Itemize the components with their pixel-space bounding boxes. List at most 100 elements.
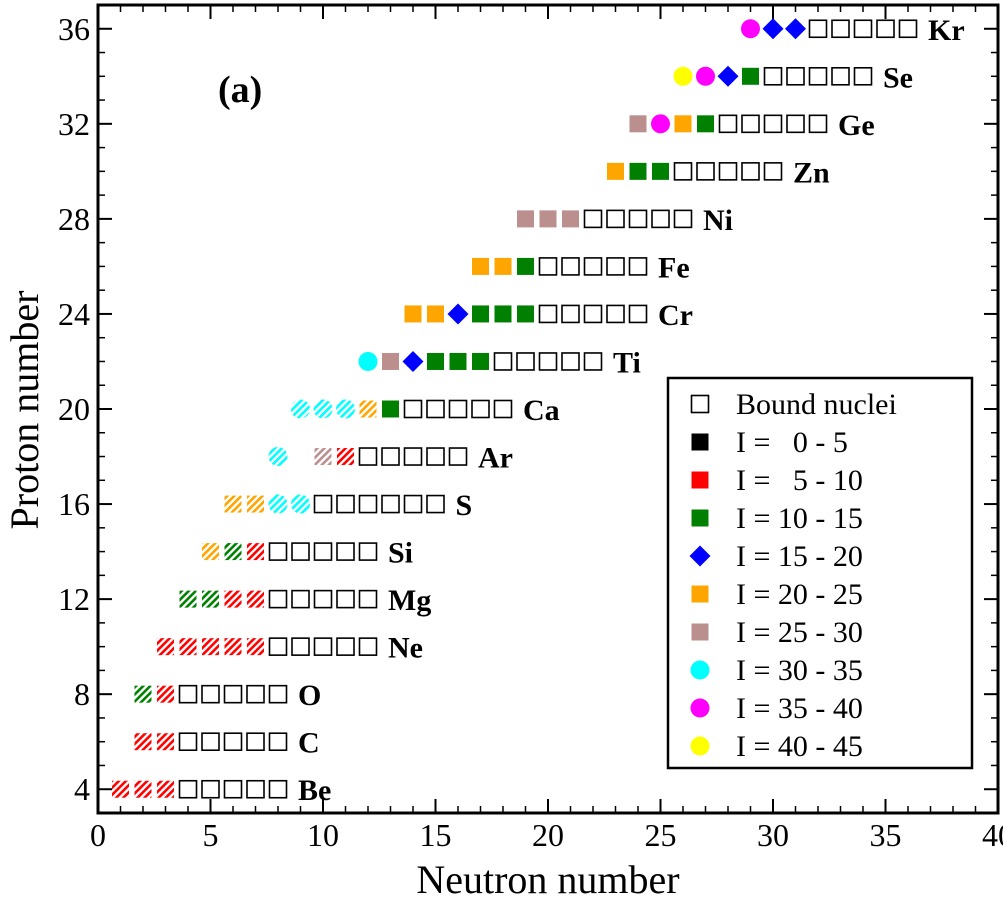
nucleus-ca-n12 [359, 400, 377, 418]
nucleus-ge-n29 [741, 114, 760, 134]
nucleus-ca-n16 [448, 399, 468, 419]
isotope-chain-fe [472, 257, 648, 276]
nucleus-ne-n11 [336, 637, 355, 656]
nucleus-ti-n14 [402, 350, 424, 372]
nucleus-kr-n36 [898, 19, 918, 39]
nucleus-ni-n19 [517, 210, 534, 228]
nucleus-be-n7 [246, 779, 265, 799]
isotope-chain-kr [741, 18, 918, 40]
nucleus-s-n8 [268, 494, 288, 514]
nucleus-cr-n16 [447, 303, 469, 325]
x-tick-label: 15 [420, 817, 452, 853]
y-tick-label: 16 [58, 486, 90, 522]
y-axis-title: Proton number [2, 291, 47, 530]
nucleus-ca-n10 [313, 399, 333, 419]
x-tick-label: 5 [203, 817, 219, 853]
nucleus-kr-n34 [853, 19, 873, 39]
nucleus-zn-n29 [741, 162, 760, 181]
nucleus-fe-n17 [472, 257, 489, 275]
legend-marker-I20 [691, 585, 709, 603]
nucleus-c-n6 [223, 732, 243, 752]
nucleus-ar-n8 [268, 447, 288, 467]
x-tick-label: 25 [645, 817, 677, 853]
nucleus-si-n9 [291, 542, 310, 561]
legend-label-I35: I = 35 - 40 [736, 692, 863, 725]
nucleus-c-n7 [246, 732, 265, 752]
nucleus-cr-n17 [472, 305, 489, 323]
x-tick-label: 0 [90, 817, 106, 853]
nucleus-cr-n21 [561, 304, 580, 324]
nucleus-ar-n16 [448, 447, 468, 466]
nucleus-s-n11 [336, 494, 355, 514]
legend-marker-I15 [689, 545, 711, 567]
nucleus-ca-n14 [403, 399, 423, 419]
nucleus-fe-n18 [494, 257, 512, 275]
nucleus-zn-n30 [763, 162, 783, 181]
element-label-si: Si [388, 537, 413, 570]
nucleus-ar-n13 [381, 447, 400, 466]
element-label-ne: Ne [388, 632, 423, 665]
nucleus-se-n32 [808, 66, 828, 86]
nucleus-cr-n20 [538, 304, 558, 324]
nucleus-ca-n13 [382, 400, 399, 418]
isotope-chain-c [134, 732, 288, 752]
nucleus-be-n1 [112, 780, 129, 798]
legend-label-I20: I = 20 - 25 [736, 578, 863, 611]
y-tick-label: 4 [74, 771, 90, 807]
nucleus-zn-n26 [673, 162, 693, 181]
y-tick-label: 24 [58, 296, 90, 332]
legend-label-bound: Bound nuclei [736, 388, 897, 421]
legend-label-I5: I = 5 - 10 [736, 464, 863, 497]
nucleus-ca-n9 [291, 399, 310, 419]
nucleus-ti-n13 [382, 352, 399, 370]
nucleus-s-n12 [358, 494, 378, 514]
element-label-ca: Ca [523, 394, 560, 427]
isotope-chain-ca [291, 399, 513, 419]
nucleus-ar-n14 [403, 447, 423, 466]
nucleus-ne-n12 [358, 637, 378, 656]
element-label-be: Be [298, 774, 331, 807]
nucleus-fe-n22 [583, 257, 603, 276]
element-label-fe: Fe [658, 251, 690, 284]
element-label-mg: Mg [388, 584, 431, 617]
nucleus-ni-n23 [606, 209, 625, 229]
nucleus-ni-n26 [673, 209, 693, 229]
nucleus-c-n3 [157, 733, 174, 751]
legend-label-I15: I = 15 - 20 [736, 540, 863, 573]
nucleus-o-n4 [178, 684, 198, 704]
isotope-chain-be [112, 779, 288, 799]
nucleus-mg-n12 [358, 589, 378, 609]
nucleus-se-n33 [831, 66, 850, 86]
element-label-kr: Kr [928, 14, 965, 47]
nucleus-o-n6 [223, 684, 243, 704]
nucleus-fe-n20 [538, 257, 558, 276]
legend-marker-bound [690, 394, 710, 414]
nucleus-ti-n21 [561, 352, 580, 371]
nucleus-cr-n24 [628, 304, 648, 324]
isotope-chain-cr [404, 303, 648, 325]
nucleus-s-n14 [403, 494, 423, 514]
legend-marker-I5 [691, 471, 709, 489]
nucleus-ge-n27 [697, 115, 714, 133]
isotope-chain-ni [517, 209, 693, 229]
x-tick-label: 35 [870, 817, 902, 853]
nucleus-mg-n7 [247, 590, 264, 608]
nucleus-zn-n24 [629, 162, 647, 180]
nucleus-ca-n17 [471, 399, 490, 419]
nucleus-ne-n9 [291, 637, 310, 656]
nucleus-zn-n27 [696, 162, 715, 181]
legend-label-I30: I = 30 - 35 [736, 654, 863, 687]
nucleus-ne-n10 [313, 637, 333, 656]
nucleus-ni-n20 [539, 210, 557, 228]
legend-marker-I10 [691, 509, 709, 527]
nucleus-kr-n35 [876, 19, 895, 39]
nucleus-ti-n18 [493, 352, 513, 371]
isotope-chain-si [202, 542, 378, 561]
nucleus-mg-n6 [224, 590, 242, 608]
legend-marker-I40 [690, 736, 710, 756]
nucleus-cr-n15 [427, 305, 444, 323]
x-tick-label: 10 [307, 817, 339, 853]
legend-marker-I0 [691, 433, 709, 451]
nucleus-kr-n31 [785, 18, 806, 40]
